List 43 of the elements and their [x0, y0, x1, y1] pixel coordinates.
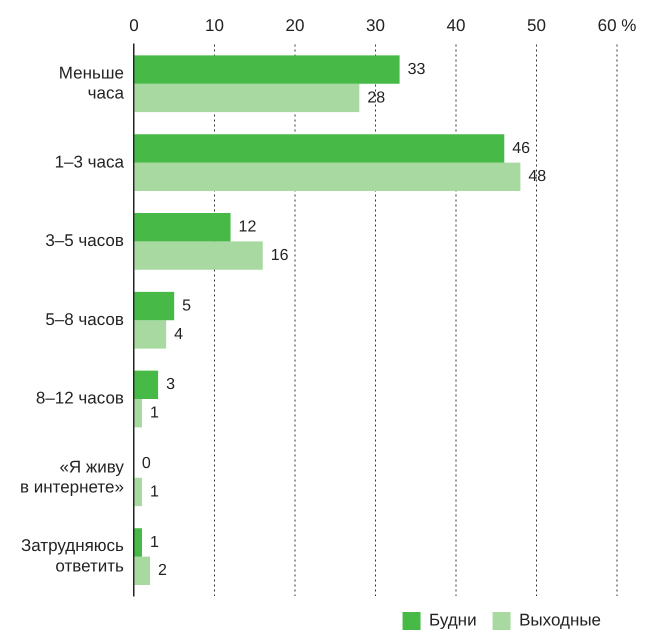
bar [134, 134, 504, 163]
bar [134, 55, 400, 84]
bar [134, 370, 158, 399]
y-tick-label: «Я живу в интернете» [20, 457, 124, 497]
x-tick-label: 0 [129, 16, 139, 35]
data-label: 3 [166, 376, 176, 394]
x-tick-label: 20 [285, 16, 304, 35]
data-label: 0 [142, 455, 151, 472]
bar [134, 399, 142, 428]
x-tick-label: 30 [366, 16, 385, 35]
data-label: 1 [150, 534, 159, 551]
legend-label: Выходные [519, 610, 602, 630]
x-tick-label: 50 [527, 16, 546, 35]
bar [134, 241, 263, 270]
data-label: 28 [367, 89, 386, 106]
y-tick-label: 3–5 часов [45, 231, 124, 250]
bar [134, 320, 166, 349]
legend-label: Будни [429, 610, 477, 630]
data-label: 33 [408, 61, 426, 78]
y-tick-label: Меньше часа [58, 63, 124, 103]
data-label: 16 [270, 246, 289, 264]
data-label: 12 [238, 218, 256, 236]
data-label: 1 [150, 483, 159, 500]
data-label: 1 [150, 404, 159, 422]
data-label: 4 [174, 326, 184, 343]
y-tick-label: Затрудняюсь ответить [20, 536, 124, 576]
data-label: 48 [528, 168, 546, 186]
y-tick-label: 5–8 часов [45, 310, 124, 329]
bar [134, 478, 142, 506]
x-tick-label: 40 [446, 16, 466, 35]
x-tick-label: 60 % [598, 16, 636, 35]
x-tick-label: 10 [204, 16, 224, 35]
data-label: 46 [512, 140, 530, 157]
bar [134, 213, 231, 242]
bar [134, 556, 150, 585]
y-tick-label: 8–12 часов [36, 388, 124, 408]
data-label: 5 [182, 297, 192, 314]
bar [134, 528, 142, 557]
bar [134, 84, 360, 112]
bar [134, 292, 174, 320]
bar [134, 162, 520, 191]
data-label: 2 [158, 562, 168, 580]
y-tick-label: 1–3 часа [54, 152, 124, 172]
